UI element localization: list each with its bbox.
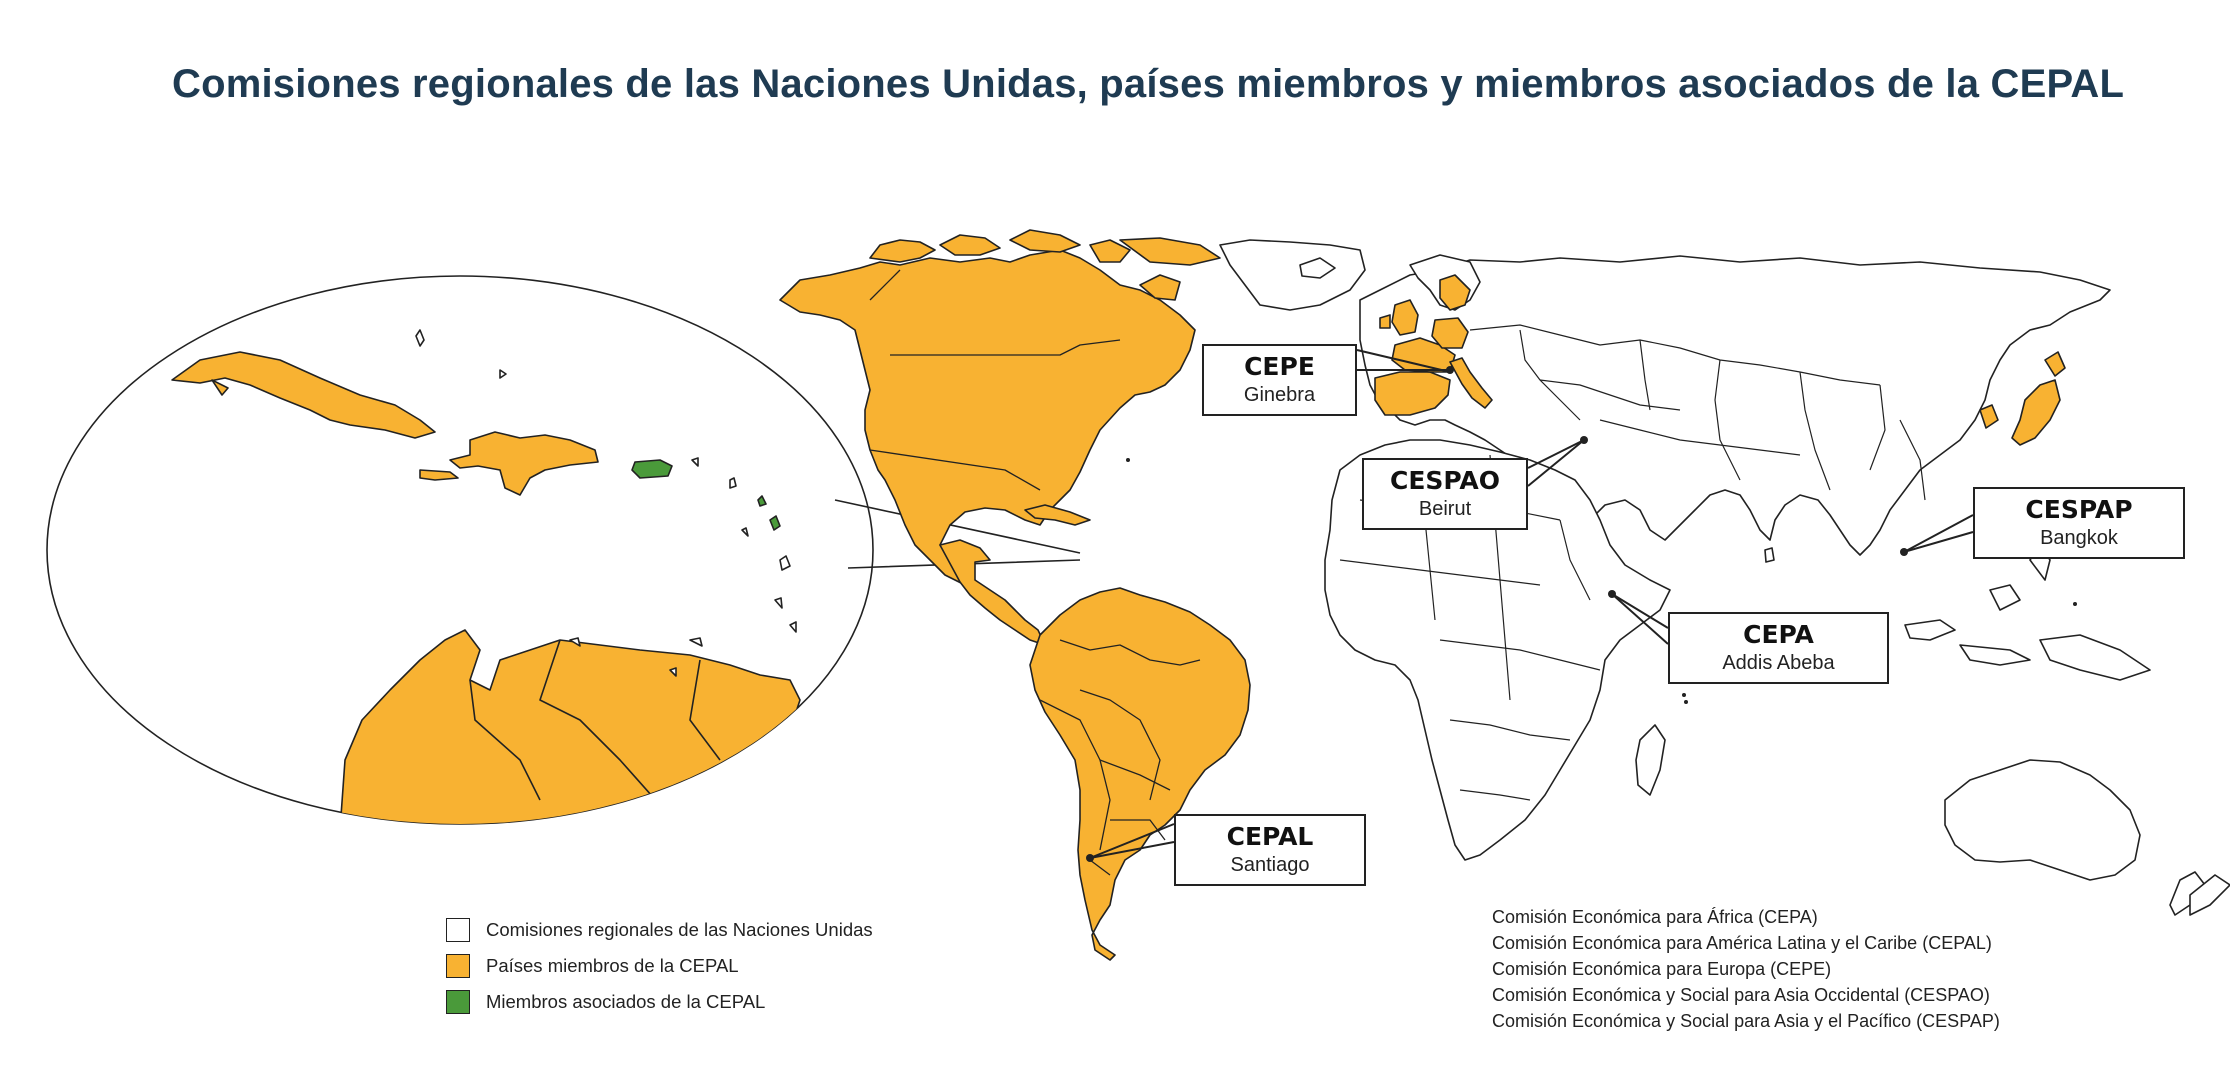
south-korea: [1979, 404, 1999, 429]
eurasia-africa: [1299, 254, 2230, 916]
callout-city: Bangkok: [2040, 527, 2118, 549]
callout-abbr: CESPAO: [1389, 466, 1501, 495]
europe-members: [1374, 274, 2066, 446]
inset-puerto-rico: [631, 459, 673, 479]
callout-abbr: CESPAP: [2025, 495, 2133, 524]
madagascar: [1635, 724, 1666, 796]
legend-label: Comisiones regionales de las Naciones Un…: [486, 919, 873, 940]
commission-item: Comisión Económica para África (CEPA): [1492, 907, 1818, 927]
legend-swatch: [446, 954, 470, 978]
legend-item: Miembros asociados de la CEPAL: [446, 984, 873, 1020]
callout-city: Ginebra: [1243, 384, 1316, 406]
americas-members: [779, 229, 1251, 961]
germany-netherlands: [1431, 317, 1469, 349]
caribbean-inset: [46, 275, 1081, 825]
commission-item: Comisión Económica para Europa (CEPE): [1492, 959, 1832, 979]
callout-abbr: CEPAL: [1226, 822, 1314, 851]
legend-item: Comisiones regionales de las Naciones Un…: [446, 912, 873, 948]
central-america: [939, 539, 1046, 646]
callout-city: Addis Abeba: [1722, 652, 1835, 674]
inset-hispaniola: [449, 431, 599, 496]
inset-jamaica: [419, 469, 459, 481]
callout-cepa: CEPA Addis Abeba: [1668, 612, 1889, 684]
callout-city: Santiago: [1230, 854, 1310, 876]
callout-abbr: CEPA: [1743, 620, 1814, 649]
greenland: [1219, 239, 1366, 311]
map-title: Comisiones regionales de las Naciones Un…: [172, 62, 2125, 106]
map-legend: Comisiones regionales de las Naciones Un…: [446, 912, 873, 1020]
callout-abbr: CEPE: [1244, 352, 1315, 381]
legend-label: Miembros asociados de la CEPAL: [486, 991, 766, 1012]
uk: [1391, 299, 1419, 336]
legend-label: Países miembros de la CEPAL: [486, 955, 739, 976]
africa: [1324, 439, 1671, 861]
legend-swatch: [446, 918, 470, 942]
commission-item: Comisión Económica para América Latina y…: [1492, 933, 1992, 953]
callout-cepal: CEPAL Santiago: [1174, 814, 1366, 886]
north-america: [779, 249, 1196, 586]
inset-cuba: [171, 351, 436, 439]
callout-city: Beirut: [1418, 498, 1472, 520]
spain-portugal: [1374, 371, 1451, 416]
legend-item: Países miembros de la CEPAL: [446, 948, 873, 984]
australia: [1944, 759, 2141, 881]
callout-cepe: CEPE Ginebra: [1202, 344, 1357, 416]
italy: [1449, 357, 1493, 409]
japan: [2011, 379, 2061, 446]
callout-cespao: CESPAO Beirut: [1362, 458, 1528, 530]
commission-item: Comisión Económica y Social para Asia y …: [1492, 1011, 2000, 1031]
legend-swatch: [446, 990, 470, 1014]
south-america: [1029, 587, 1251, 961]
commission-item: Comisión Económica y Social para Asia Oc…: [1492, 985, 1990, 1005]
norway-sweden: [1439, 274, 1471, 311]
commissions-list: Comisión Económica para África (CEPA) Co…: [1492, 904, 2000, 1034]
callout-cespap: CESPAP Bangkok: [1973, 487, 2185, 559]
